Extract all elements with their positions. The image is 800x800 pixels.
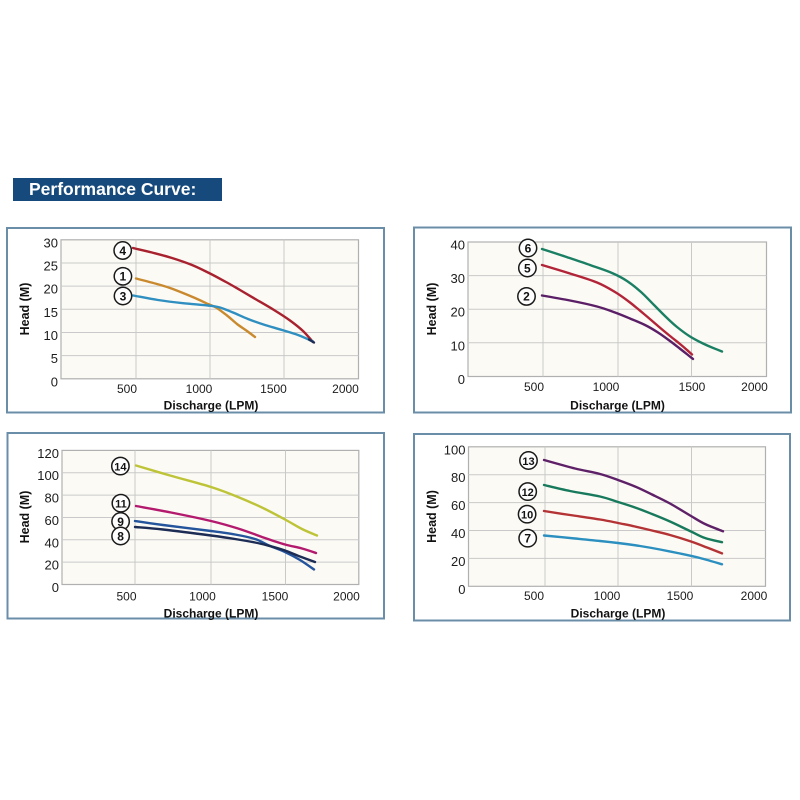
svg-text:1500: 1500 bbox=[667, 589, 694, 603]
svg-text:10: 10 bbox=[44, 328, 58, 343]
svg-text:1: 1 bbox=[120, 270, 127, 284]
svg-text:10: 10 bbox=[521, 510, 533, 522]
svg-text:20: 20 bbox=[451, 305, 465, 320]
svg-text:10: 10 bbox=[451, 338, 465, 353]
svg-text:30: 30 bbox=[44, 235, 58, 250]
svg-text:5: 5 bbox=[524, 261, 531, 275]
svg-text:100: 100 bbox=[37, 468, 59, 483]
svg-text:80: 80 bbox=[451, 470, 465, 485]
svg-text:11: 11 bbox=[115, 499, 127, 511]
svg-text:30: 30 bbox=[451, 271, 465, 286]
svg-text:0: 0 bbox=[458, 582, 465, 597]
svg-text:8: 8 bbox=[117, 529, 124, 543]
svg-text:40: 40 bbox=[451, 238, 465, 253]
svg-text:1500: 1500 bbox=[260, 382, 287, 396]
svg-text:Head (M): Head (M) bbox=[18, 283, 32, 336]
svg-text:6: 6 bbox=[525, 241, 532, 255]
svg-text:7: 7 bbox=[524, 532, 531, 546]
svg-text:2000: 2000 bbox=[741, 589, 768, 603]
svg-text:1000: 1000 bbox=[594, 589, 621, 603]
svg-text:1000: 1000 bbox=[186, 382, 213, 396]
svg-text:120: 120 bbox=[37, 446, 59, 461]
svg-text:Head (M): Head (M) bbox=[18, 491, 32, 544]
svg-text:1500: 1500 bbox=[262, 590, 289, 604]
svg-text:500: 500 bbox=[117, 382, 137, 396]
svg-text:40: 40 bbox=[451, 526, 465, 541]
svg-text:500: 500 bbox=[524, 380, 544, 394]
svg-text:4: 4 bbox=[119, 244, 126, 258]
svg-text:20: 20 bbox=[45, 558, 59, 573]
svg-text:Head (M): Head (M) bbox=[425, 490, 439, 543]
svg-text:0: 0 bbox=[458, 372, 465, 387]
svg-text:Discharge (LPM): Discharge (LPM) bbox=[570, 399, 665, 413]
svg-text:60: 60 bbox=[45, 513, 59, 528]
svg-text:2: 2 bbox=[523, 290, 530, 304]
svg-text:5: 5 bbox=[51, 351, 58, 366]
svg-text:25: 25 bbox=[44, 259, 58, 274]
svg-text:Discharge (LPM): Discharge (LPM) bbox=[164, 607, 259, 621]
svg-text:0: 0 bbox=[52, 580, 59, 595]
svg-text:13: 13 bbox=[522, 456, 534, 468]
svg-text:3: 3 bbox=[120, 289, 127, 303]
svg-text:Discharge (LPM): Discharge (LPM) bbox=[571, 607, 666, 621]
svg-text:1000: 1000 bbox=[593, 380, 620, 394]
svg-text:9: 9 bbox=[117, 515, 124, 529]
svg-text:14: 14 bbox=[114, 461, 127, 473]
svg-text:15: 15 bbox=[44, 305, 58, 320]
svg-text:2000: 2000 bbox=[741, 380, 768, 394]
svg-text:2000: 2000 bbox=[333, 590, 360, 604]
svg-text:0: 0 bbox=[51, 374, 58, 389]
svg-text:1500: 1500 bbox=[679, 380, 706, 394]
svg-text:500: 500 bbox=[524, 589, 544, 603]
svg-text:Head (M): Head (M) bbox=[425, 283, 439, 336]
svg-text:40: 40 bbox=[45, 535, 59, 550]
svg-text:60: 60 bbox=[451, 498, 465, 513]
svg-text:12: 12 bbox=[522, 487, 534, 499]
svg-text:20: 20 bbox=[44, 282, 58, 297]
svg-text:20: 20 bbox=[451, 554, 465, 569]
svg-text:80: 80 bbox=[45, 491, 59, 506]
svg-text:2000: 2000 bbox=[332, 382, 359, 396]
svg-text:100: 100 bbox=[444, 442, 466, 457]
svg-text:Discharge (LPM): Discharge (LPM) bbox=[164, 399, 259, 413]
svg-text:1000: 1000 bbox=[189, 590, 216, 604]
svg-text:500: 500 bbox=[116, 590, 136, 604]
